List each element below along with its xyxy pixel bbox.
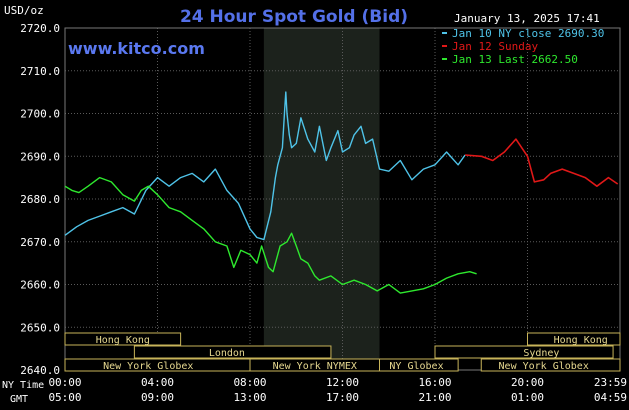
y-tick-label: 2670.0 bbox=[20, 236, 60, 249]
y-tick-label: 2680.0 bbox=[20, 193, 60, 206]
nymex-session-highlight bbox=[263, 28, 380, 370]
website-label: www.kitco.com bbox=[68, 39, 205, 58]
market-label: New York Globex bbox=[499, 361, 589, 372]
market-label: NY Globex bbox=[389, 361, 443, 372]
y-axis-ticks: 2640.0 2650.0 2660.0 2670.0 2680.0 2690.0 2700… bbox=[20, 22, 60, 377]
market-box bbox=[379, 358, 459, 372]
y-tick-label: 2710.0 bbox=[20, 65, 60, 78]
market-label: Hong Kong bbox=[96, 335, 150, 346]
market-label: Hong Kong bbox=[554, 335, 608, 346]
market-box bbox=[434, 345, 614, 359]
legend-entry: Jan 12 Sunday bbox=[452, 40, 538, 53]
x-tick-ny: 12:00 bbox=[326, 376, 359, 389]
x-axis-ticks: 00:00 05:00 04:00 09:00 08:00 13:00 12:00 17:00… bbox=[48, 376, 627, 404]
y-tick-label: 2660.0 bbox=[20, 279, 60, 292]
series-line-1 bbox=[64, 91, 466, 241]
series-line-3 bbox=[64, 176, 477, 294]
x-tick-gmt: 09:00 bbox=[141, 391, 174, 404]
x-tick-ny: 23:59 bbox=[594, 376, 627, 389]
y-tick-label: 2700.0 bbox=[20, 108, 60, 121]
market-box bbox=[527, 332, 621, 346]
series-line-2 bbox=[465, 138, 619, 187]
market-box bbox=[64, 332, 182, 346]
market-box bbox=[480, 358, 621, 372]
chart-title: 24 Hour Spot Gold (Bid) bbox=[180, 7, 408, 27]
x-tick-ny: 08:00 bbox=[233, 376, 266, 389]
chart-date-time: January 13, 2025 17:41 bbox=[454, 12, 600, 25]
x-axis-ny-label: NY Time bbox=[2, 380, 44, 391]
x-tick-ny: 04:00 bbox=[141, 376, 174, 389]
y-tick-label: 2640.0 bbox=[20, 364, 60, 377]
y-tick-label: 2690.0 bbox=[20, 150, 60, 163]
market-label: London bbox=[209, 348, 245, 359]
x-tick-gmt: 05:00 bbox=[48, 391, 81, 404]
x-tick-gmt: 21:00 bbox=[418, 391, 451, 404]
legend-entry: Jan 13 Last 2662.50 bbox=[452, 53, 578, 66]
legend-entry: Jan 10 NY close 2690.30 bbox=[452, 27, 604, 40]
x-tick-ny: 00:00 bbox=[48, 376, 81, 389]
market-label: Sydney bbox=[523, 348, 559, 359]
x-axis-gmt-label: GMT bbox=[10, 394, 28, 405]
market-box bbox=[133, 345, 332, 359]
y-tick-label: 2650.0 bbox=[20, 321, 60, 334]
market-sessions: Hong Kong Hong Kong London Sydney New York G… bbox=[64, 332, 621, 372]
y-axis-unit: USD/oz bbox=[4, 4, 44, 17]
market-label: New York NYMEX bbox=[273, 361, 357, 372]
price-series bbox=[64, 91, 619, 294]
y-tick-label: 2720.0 bbox=[20, 22, 60, 35]
x-tick-gmt: 01:00 bbox=[511, 391, 544, 404]
x-tick-ny: 16:00 bbox=[418, 376, 451, 389]
x-tick-gmt: 17:00 bbox=[326, 391, 359, 404]
x-tick-gmt: 04:59 bbox=[594, 391, 627, 404]
x-tick-gmt: 13:00 bbox=[233, 391, 266, 404]
market-label: New York Globex bbox=[103, 361, 193, 372]
x-tick-ny: 20:00 bbox=[511, 376, 544, 389]
